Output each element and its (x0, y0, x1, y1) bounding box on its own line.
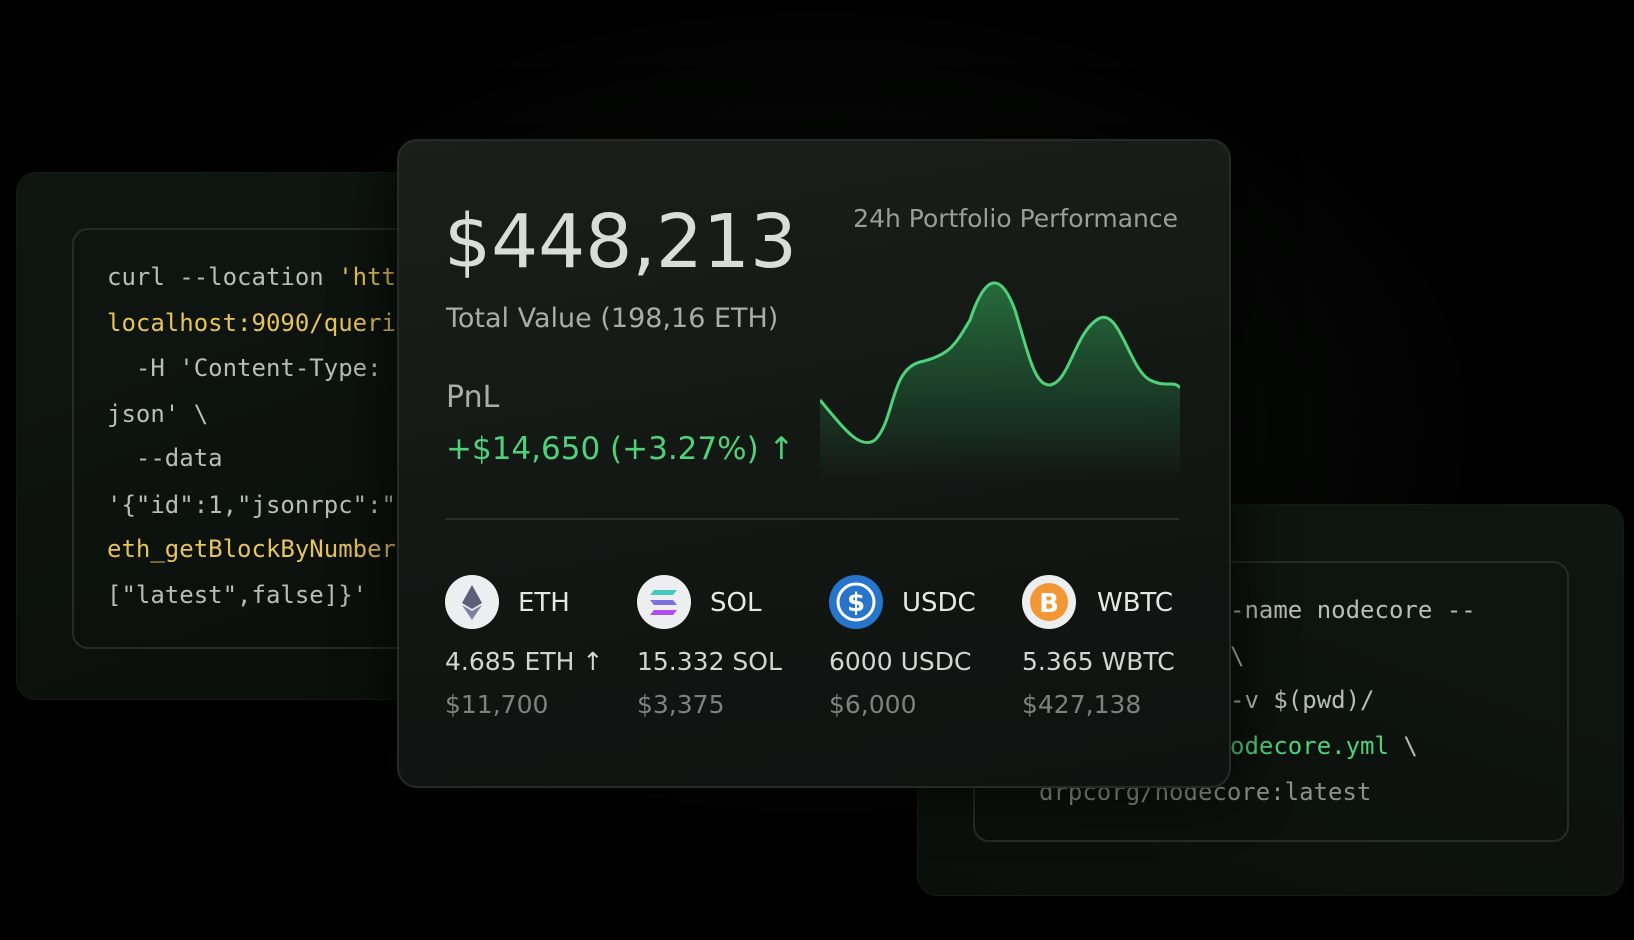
code-line: curl --location 'htt (107, 265, 396, 289)
code-line: localhost:9090/queri (107, 309, 396, 337)
code-line: -H 'Content-Type: (107, 354, 396, 382)
asset-amount: 4.685 ETH ↑ (445, 647, 604, 676)
divider (445, 518, 1179, 520)
pnl-value: +$14,650 (+3.27%) ↑ (446, 431, 795, 467)
code-text: 'htt (338, 263, 396, 291)
code-line: -name nodecore -- (1230, 596, 1476, 624)
code-card-left (16, 172, 456, 700)
total-value: $448,213 (444, 199, 798, 285)
asset-symbol: ETH (518, 588, 570, 618)
asset-usd: $11,700 (445, 690, 549, 719)
wbtc-icon: B (1022, 575, 1076, 629)
code-text: curl --location (107, 263, 339, 291)
sparkline-line (820, 281, 1180, 445)
usdc-icon: $ (829, 575, 883, 629)
asset-symbol: SOL (710, 588, 762, 618)
code-text: odecore.yml (1230, 732, 1389, 760)
eth-icon (445, 575, 499, 629)
asset-symbol: USDC (902, 588, 976, 618)
code-line: odecore.yml \ (1230, 734, 1418, 758)
asset-amount: 6000 USDC (829, 647, 972, 676)
asset-usd: $3,375 (637, 690, 725, 719)
sparkline-area (820, 282, 1180, 480)
asset-symbol: WBTC (1097, 588, 1174, 618)
code-line: ["latest",false]}' (107, 581, 368, 609)
total-label: Total Value (198,16 ETH) (446, 303, 779, 334)
pnl-label: PnL (446, 380, 500, 415)
svg-text:B: B (1039, 589, 1059, 619)
asset-usd: $6,000 (829, 690, 917, 719)
code-line: json' \ (107, 400, 209, 428)
code-line: '{"id":1,"jsonrpc":" (107, 491, 396, 519)
code-line: \ (1230, 642, 1245, 670)
sparkline (820, 281, 1180, 480)
asset-usd: $427,138 (1022, 690, 1142, 719)
svg-text:$: $ (847, 588, 865, 618)
sol-icon (637, 575, 691, 629)
chart-title: 24h Portfolio Performance (853, 204, 1178, 233)
asset-amount: 5.365 WBTC (1022, 647, 1175, 676)
code-line: --data (107, 444, 223, 472)
asset-amount: 15.332 SOL (637, 647, 782, 676)
code-line: -v $(pwd)/ (1230, 686, 1375, 714)
code-text: \ (1388, 732, 1418, 760)
code-line: eth_getBlockByNumber (107, 535, 396, 563)
